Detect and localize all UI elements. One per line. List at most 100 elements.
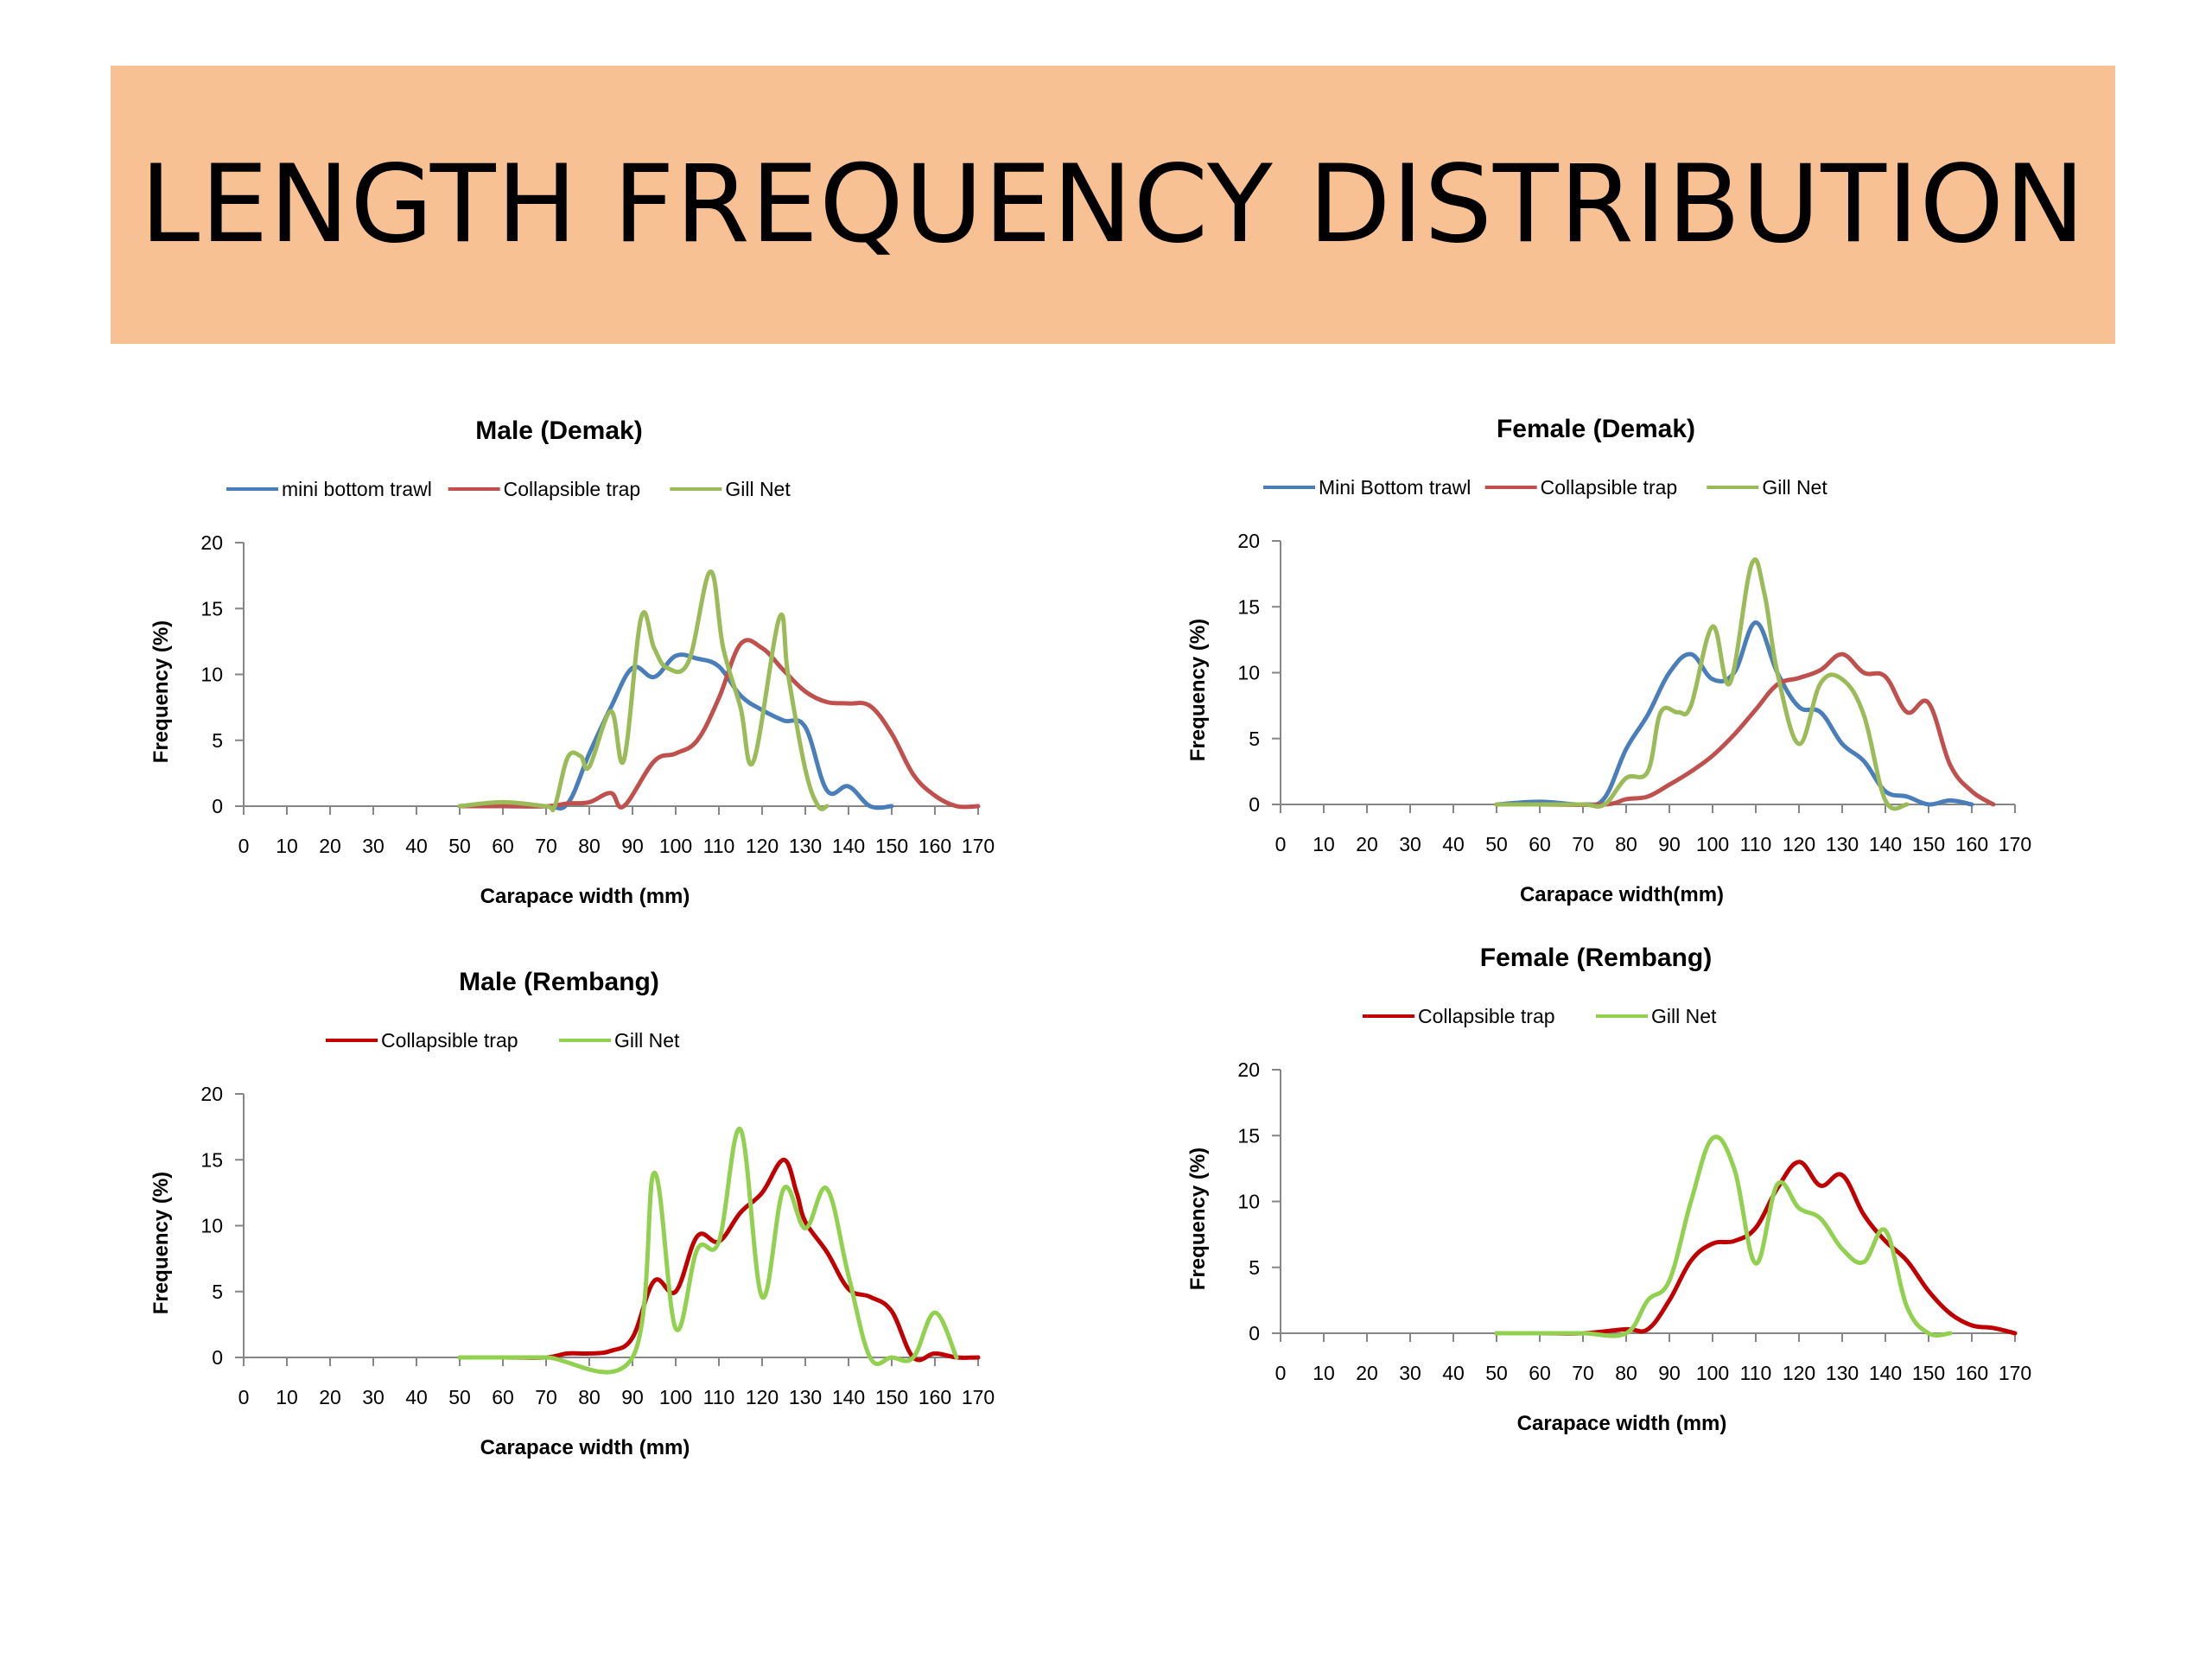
series-line-collapsible-trap: [457, 1157, 981, 1363]
x-tick-label: 10: [276, 1386, 298, 1408]
legend-item-collapsible-trap: Collapsible trap: [448, 478, 641, 500]
x-tick-label: 110: [703, 835, 735, 857]
x-tick-label: 40: [1442, 1362, 1465, 1384]
series-line-gill-net: [1494, 1135, 1953, 1338]
x-axis-label: Carapace width(mm): [1520, 883, 1724, 906]
y-tick-label: 15: [1237, 595, 1260, 618]
legend-item-mini-bottom-trawl: mini bottom trawl: [226, 478, 432, 500]
x-tick-label: 110: [703, 1386, 735, 1408]
y-tick-label: 20: [200, 531, 223, 554]
x-tick-label: 150: [875, 835, 908, 857]
legend: Collapsible trap Gill Net: [1363, 1005, 1717, 1027]
legend: mini bottom trawl Collapsible trap Gill Ne…: [226, 478, 791, 500]
x-tick-label: 140: [1869, 833, 1902, 855]
y-tick-label: 5: [1249, 728, 1260, 750]
x-axis-label: Carapace width (mm): [480, 1436, 690, 1459]
x-tick-label: 20: [1356, 1362, 1378, 1384]
x-tick-label: 30: [1399, 833, 1421, 855]
x-tick-label: 90: [621, 1386, 644, 1408]
x-tick-label: 120: [1783, 1362, 1815, 1384]
y-tick-label: 20: [1237, 530, 1260, 552]
chart-title: Female (Demak): [1497, 415, 1695, 443]
x-tick-label: 40: [405, 835, 428, 857]
page-title: LENGTH FREQUENCY DISTRIBUTION: [140, 143, 2086, 267]
x-tick-label: 60: [492, 835, 514, 857]
x-tick-label: 150: [1912, 1362, 1945, 1384]
x-tick-label: 0: [1275, 1362, 1287, 1384]
x-tick-label: 80: [578, 835, 601, 857]
y-tick-label: 10: [200, 1215, 223, 1237]
legend-item-mini-bottom-trawl: Mini Bottom trawl: [1263, 476, 1471, 499]
y-axis-label: Frequency (%): [1186, 619, 1210, 761]
x-tick-label: 60: [1529, 1362, 1551, 1384]
x-tick-label: 170: [1999, 1362, 2031, 1384]
legend-item-gill-net: Gill Net: [670, 478, 791, 500]
title-banner: LENGTH FREQUENCY DISTRIBUTION: [111, 66, 2115, 344]
x-tick-label: 30: [362, 835, 385, 857]
x-tick-label: 100: [1696, 1362, 1729, 1384]
chart-title: Male (Rembang): [459, 968, 659, 996]
legend-label: Gill Net: [614, 1029, 680, 1052]
series-line-mini-bottom-trawl: [1494, 620, 1974, 807]
x-tick-label: 0: [238, 835, 250, 857]
y-axis-label: Frequency (%): [1186, 1147, 1210, 1290]
x-tick-label: 0: [1275, 833, 1287, 855]
chart-female-demak: Female (Demak) Mini Bottom trawl Collapsib…: [1175, 394, 2212, 947]
chart-title: Male (Demak): [475, 416, 642, 445]
x-tick-label: 170: [1999, 833, 2031, 855]
x-tick-label: 160: [918, 835, 951, 857]
x-tick-label: 90: [621, 835, 644, 857]
legend-label: Collapsible trap: [1418, 1005, 1555, 1027]
legend: Mini Bottom trawl Collapsible trap Gill Ne…: [1263, 476, 1827, 499]
x-tick-label: 30: [362, 1386, 385, 1408]
legend-item-gill-net: Gill Net: [1707, 476, 1827, 499]
legend-item-collapsible-trap: Collapsible trap: [1363, 1005, 1555, 1027]
chart-title: Female (Rembang): [1480, 944, 1712, 972]
chart-male-demak: Male (Demak) mini bottom trawl Collapsible…: [138, 396, 1210, 949]
y-tick-label: 20: [1237, 1058, 1260, 1081]
x-tick-label: 60: [1529, 833, 1551, 855]
x-tick-label: 140: [832, 835, 865, 857]
y-axis-label: Frequency (%): [149, 620, 173, 763]
x-tick-label: 170: [962, 835, 995, 857]
y-tick-label: 5: [1249, 1256, 1260, 1279]
legend-label: Gill Net: [1651, 1005, 1717, 1027]
y-tick-label: 10: [1237, 662, 1260, 684]
series-line-collapsible-trap: [1494, 1160, 2018, 1336]
y-tick-label: 15: [200, 597, 223, 620]
x-tick-label: 130: [789, 1386, 822, 1408]
series-line-gill-net: [457, 1127, 959, 1375]
x-tick-label: 120: [746, 835, 779, 857]
chart-svg: Female (Rembang) Collapsible trap Gill Net…: [1186, 944, 2031, 1435]
y-axis-label: Frequency (%): [149, 1172, 173, 1314]
legend-label: Collapsible trap: [504, 478, 641, 500]
x-tick-label: 140: [832, 1386, 865, 1408]
legend-label: Gill Net: [1762, 476, 1827, 499]
x-tick-label: 80: [578, 1386, 601, 1408]
legend-item-gill-net: Gill Net: [559, 1029, 680, 1052]
x-tick-label: 130: [1826, 833, 1859, 855]
x-tick-label: 50: [448, 1386, 471, 1408]
y-tick-label: 0: [1249, 793, 1260, 816]
x-tick-label: 40: [1442, 833, 1465, 855]
x-tick-label: 160: [1955, 1362, 1988, 1384]
x-tick-label: 20: [319, 1386, 341, 1408]
chart-svg: Male (Rembang) Collapsible trap Gill Net 0 5…: [149, 968, 995, 1459]
x-tick-label: 160: [1955, 833, 1988, 855]
x-tick-label: 100: [659, 1386, 692, 1408]
x-tick-label: 70: [535, 1386, 557, 1408]
x-tick-label: 0: [238, 1386, 250, 1408]
y-tick-label: 20: [200, 1083, 223, 1105]
legend-item-collapsible-trap: Collapsible trap: [326, 1029, 518, 1052]
x-tick-label: 40: [405, 1386, 428, 1408]
x-tick-label: 10: [1313, 1362, 1335, 1384]
legend-item-gill-net: Gill Net: [1596, 1005, 1717, 1027]
x-tick-label: 10: [276, 835, 298, 857]
x-tick-label: 150: [875, 1386, 908, 1408]
series-line-mini-bottom-trawl: [457, 652, 894, 811]
y-tick-label: 15: [1237, 1124, 1260, 1147]
y-tick-label: 5: [212, 1281, 223, 1303]
x-tick-label: 50: [1485, 1362, 1508, 1384]
legend-label: Collapsible trap: [381, 1029, 518, 1052]
x-tick-label: 100: [659, 835, 692, 857]
